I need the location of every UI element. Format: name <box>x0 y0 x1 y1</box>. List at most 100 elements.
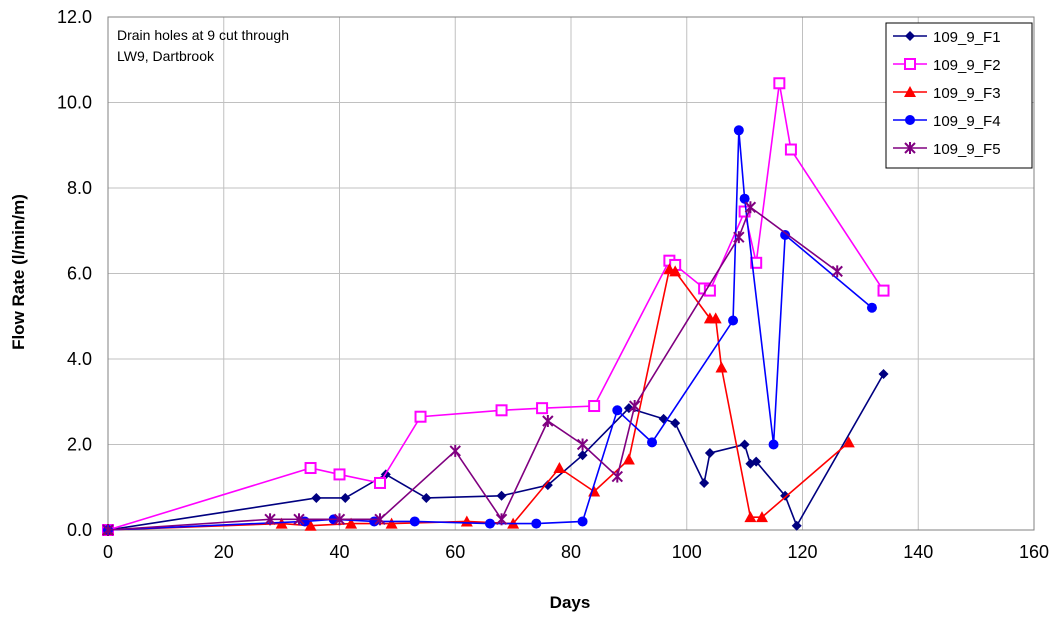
data-point <box>102 524 114 536</box>
data-point <box>780 490 791 501</box>
data-point <box>699 477 710 488</box>
data-point <box>744 511 757 523</box>
legend-marker <box>905 115 915 125</box>
x-axis: 0 20 40 60 80 100 120 140 160 <box>103 542 1049 562</box>
data-point <box>421 492 432 503</box>
data-point <box>733 231 745 244</box>
data-point <box>531 518 542 529</box>
y-tick-label: 8.0 <box>67 178 92 198</box>
data-point <box>374 476 387 489</box>
data-point <box>611 470 624 483</box>
legend-marker <box>905 31 915 41</box>
data-point <box>773 77 786 90</box>
x-tick-label: 160 <box>1019 542 1049 562</box>
series-line <box>107 205 838 531</box>
series-109_9_F2 <box>102 77 890 536</box>
data-point <box>495 404 508 417</box>
data-point <box>750 256 763 269</box>
y-tick-label: 0.0 <box>67 520 92 540</box>
data-point <box>866 302 877 313</box>
x-tick-label: 120 <box>787 542 817 562</box>
data-point <box>577 516 588 527</box>
legend-item: 109_9_F4 <box>893 113 1001 130</box>
data-point <box>647 437 658 448</box>
data-point <box>612 405 623 416</box>
data-point <box>311 492 322 503</box>
data-point <box>374 513 386 526</box>
data-point <box>780 230 791 241</box>
legend-marker <box>904 142 916 154</box>
legend-marker <box>904 86 916 97</box>
legend-item: 109_9_F1 <box>893 29 1001 46</box>
legend-item: 109_9_F5 <box>893 141 1001 158</box>
data-point <box>414 410 427 423</box>
data-point <box>409 516 420 527</box>
y-tick-label: 10.0 <box>57 93 92 113</box>
legend-label: 109_9_F5 <box>933 141 1001 158</box>
data-point <box>496 490 507 501</box>
data-point <box>703 284 716 297</box>
y-tick-label: 6.0 <box>67 264 92 284</box>
data-point <box>628 400 641 413</box>
data-point <box>304 462 317 475</box>
data-point <box>791 520 802 531</box>
data-point <box>542 480 553 491</box>
data-point <box>495 513 508 526</box>
y-tick-label: 4.0 <box>67 349 92 369</box>
data-point <box>576 438 589 451</box>
data-point <box>293 513 305 526</box>
data-point <box>709 312 722 324</box>
data-point <box>340 492 351 503</box>
data-point <box>577 450 588 461</box>
data-point <box>622 453 635 465</box>
legend-label: 109_9_F1 <box>933 29 1001 46</box>
series-line <box>107 130 873 531</box>
x-tick-label: 60 <box>445 542 465 562</box>
legend-item: 109_9_F2 <box>893 57 1001 74</box>
y-axis: 0.0 2.0 4.0 6.0 8.0 10.0 12.0 <box>57 7 92 540</box>
data-point <box>739 439 750 450</box>
data-point <box>733 125 744 136</box>
y-tick-label: 2.0 <box>67 435 92 455</box>
data-point <box>333 513 346 526</box>
data-point <box>878 368 889 379</box>
data-point <box>704 448 715 459</box>
data-point <box>739 193 750 204</box>
data-point <box>304 519 317 531</box>
series-layer <box>102 77 890 536</box>
annotation-line-2: LW9, Dartbrook <box>117 48 215 64</box>
data-point <box>877 284 890 297</box>
data-point <box>751 456 762 467</box>
legend-item: 109_9_F3 <box>893 85 1001 102</box>
series-line <box>107 268 850 531</box>
x-tick-label: 0 <box>103 542 113 562</box>
legend-marker <box>904 58 916 70</box>
data-point <box>264 513 276 526</box>
data-point <box>345 517 358 529</box>
x-tick-label: 140 <box>903 542 933 562</box>
data-point <box>484 518 495 529</box>
data-point <box>542 414 554 427</box>
data-point <box>385 517 398 529</box>
x-axis-title: Days <box>550 593 591 612</box>
series-line <box>107 83 885 531</box>
series-109_9_F4 <box>103 125 877 535</box>
data-point <box>842 436 855 448</box>
data-point <box>449 444 461 457</box>
legend: 109_9_F1 109_9_F2 109_9_F3 109_9_F4 109_9_F5 <box>885 22 1033 169</box>
y-tick-label: 12.0 <box>57 7 92 27</box>
legend-label: 109_9_F4 <box>933 113 1001 130</box>
data-point <box>333 468 346 481</box>
data-point <box>670 418 681 429</box>
annotation-line-1: Drain holes at 9 cut through <box>117 27 289 43</box>
data-point <box>553 462 566 474</box>
data-point <box>536 402 549 415</box>
data-point <box>728 315 739 326</box>
legend-label: 109_9_F3 <box>933 85 1001 102</box>
data-point <box>784 143 797 156</box>
data-point <box>768 439 779 450</box>
series-line <box>107 373 885 531</box>
plot-area-frame <box>107 16 1035 531</box>
data-point <box>669 265 682 277</box>
